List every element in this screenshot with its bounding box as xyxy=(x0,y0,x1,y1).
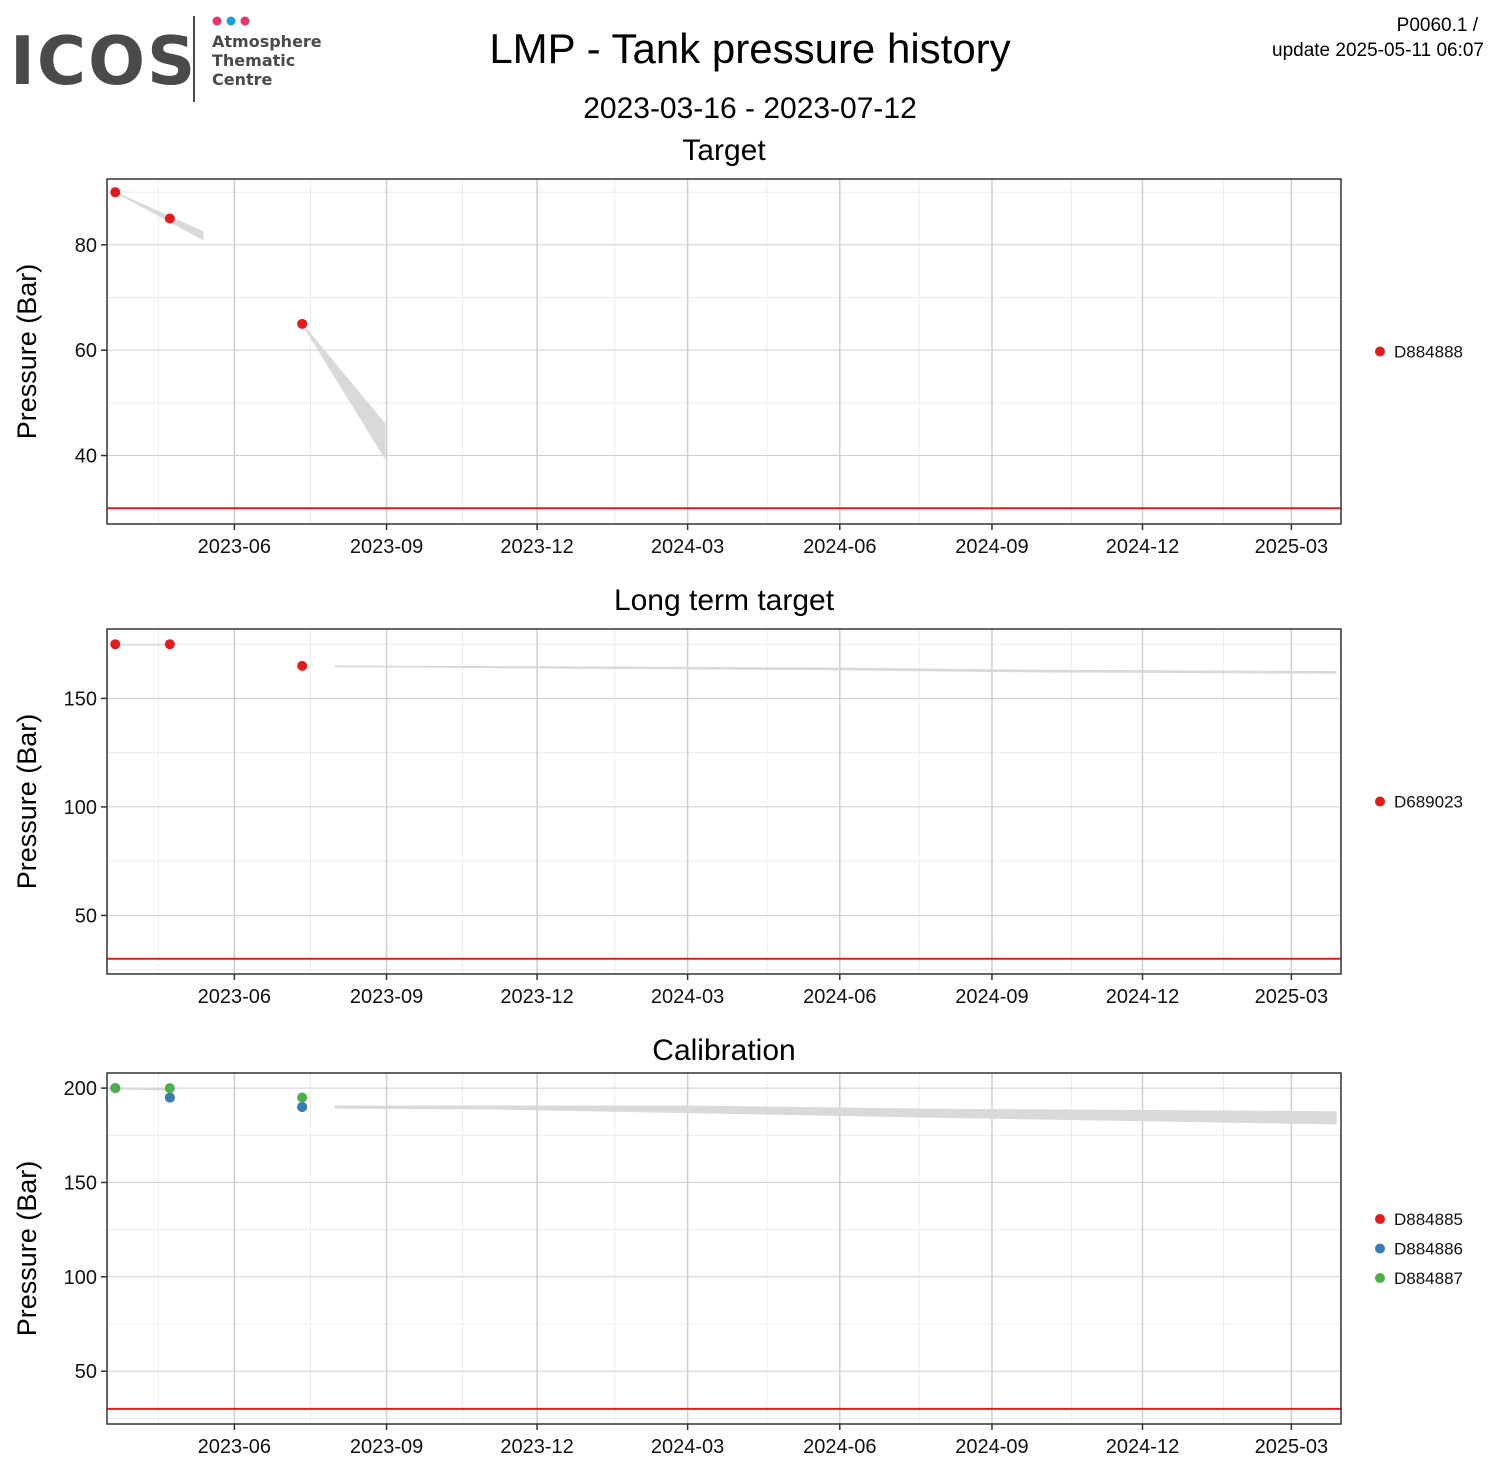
forecast-ribbon xyxy=(334,665,1337,674)
legend-swatch-d884886 xyxy=(1375,1243,1385,1254)
data-point-d689023 xyxy=(164,639,175,650)
y-tick-label: 150 xyxy=(64,1172,97,1194)
x-tick-label: 2024-03 xyxy=(651,536,724,558)
figure-subtitle: 2023-03-16 - 2023-07-12 xyxy=(583,92,917,125)
data-point-d884887 xyxy=(110,1083,121,1094)
y-tick-label: 50 xyxy=(75,1361,97,1383)
legend-label-d689023: D689023 xyxy=(1394,793,1463,812)
x-tick-label: 2023-06 xyxy=(198,986,271,1008)
y-tick-label: 200 xyxy=(64,1078,97,1100)
forecast-ribbon xyxy=(115,191,204,241)
chart-panels: Target 2023-06 2023-09 2023-12 2024-03 2024-0… xyxy=(12,134,1463,1458)
legend-label-d884888: D884888 xyxy=(1394,343,1463,362)
data-point-d884888 xyxy=(297,318,308,329)
logo-line-atmosphere: Atmosphere xyxy=(212,32,322,51)
x-tick-label: 2024-06 xyxy=(803,1436,876,1458)
panel-title-long-term-target: Long term target xyxy=(614,584,835,617)
x-tick-label: 2024-09 xyxy=(955,986,1028,1008)
y-tick-label: 150 xyxy=(64,688,97,710)
data-point-d689023 xyxy=(297,660,308,671)
forecast-ribbon xyxy=(334,1105,1337,1125)
icos-logo: ICOS Atmosphere Thematic Centre xyxy=(10,16,322,102)
panel-border xyxy=(106,1072,1342,1425)
update-timestamp: update 2025-05-11 06:07 xyxy=(1272,40,1484,61)
legend-swatch-d689023 xyxy=(1375,796,1385,807)
y-axis-title: Pressure (Bar) xyxy=(12,264,42,440)
y-tick-label: 50 xyxy=(75,905,97,927)
x-tick-label: 2024-12 xyxy=(1106,986,1179,1008)
x-tick-label: 2023-12 xyxy=(500,986,573,1008)
panel-border xyxy=(106,178,1342,525)
data-point-d884886 xyxy=(164,1092,175,1103)
forecast-ribbon xyxy=(114,643,166,646)
x-tick-label: 2024-03 xyxy=(651,986,724,1008)
x-tick-label: 2025-03 xyxy=(1255,1436,1328,1458)
x-tick-label: 2023-06 xyxy=(198,536,271,558)
panel-title-calibration: Calibration xyxy=(652,1034,795,1067)
x-tick-label: 2023-09 xyxy=(350,1436,423,1458)
x-tick-label: 2024-12 xyxy=(1106,1436,1179,1458)
panel-title-target: Target xyxy=(682,134,766,167)
panel-border xyxy=(106,628,1342,975)
x-tick-label: 2025-03 xyxy=(1255,986,1328,1008)
x-tick-label: 2023-06 xyxy=(198,1436,271,1458)
x-tick-label: 2024-06 xyxy=(803,986,876,1008)
logo-line-centre: Centre xyxy=(212,70,273,89)
y-tick-label: 100 xyxy=(64,1267,97,1289)
panel-target: Target 2023-06 2023-09 2023-12 2024-03 2024-0… xyxy=(12,134,1463,558)
y-tick-label: 100 xyxy=(64,797,97,819)
x-tick-label: 2024-09 xyxy=(955,1436,1028,1458)
logo-wordmark: ICOS xyxy=(10,22,197,100)
panel-long-term-target: Long term target 2023-06 2023-09 2023-12 202… xyxy=(12,584,1463,1008)
x-tick-label: 2023-09 xyxy=(350,536,423,558)
y-tick-label: 60 xyxy=(75,340,97,362)
logo-line-thematic: Thematic xyxy=(212,51,295,70)
x-tick-label: 2024-06 xyxy=(803,536,876,558)
legend-label-d884885: D884885 xyxy=(1394,1210,1463,1229)
y-axis-title: Pressure (Bar) xyxy=(12,1161,42,1337)
legend-label-d884886: D884886 xyxy=(1394,1240,1463,1259)
forecast-ribbon xyxy=(301,323,386,460)
logo-dot-1 xyxy=(212,16,222,26)
data-point-d884888 xyxy=(164,213,175,224)
data-point-d884887 xyxy=(297,1092,308,1103)
data-point-d884886 xyxy=(297,1101,308,1112)
x-tick-label: 2023-09 xyxy=(350,986,423,1008)
legend-swatch-d884887 xyxy=(1375,1273,1385,1283)
legend-swatch-d884888 xyxy=(1375,346,1385,357)
plot-reference: P0060.1 / xyxy=(1397,15,1479,36)
y-axis-title: Pressure (Bar) xyxy=(12,714,42,890)
x-tick-label: 2023-12 xyxy=(500,536,573,558)
x-tick-label: 2024-09 xyxy=(955,536,1028,558)
legend-label-d884887: D884887 xyxy=(1394,1269,1463,1288)
x-tick-label: 2024-12 xyxy=(1106,536,1179,558)
data-point-d689023 xyxy=(110,639,121,650)
y-tick-label: 80 xyxy=(75,235,97,257)
figure-title: LMP - Tank pressure history xyxy=(489,25,1010,72)
x-tick-label: 2025-03 xyxy=(1255,536,1328,558)
data-point-d884888 xyxy=(110,187,121,198)
legend-swatch-d884885 xyxy=(1375,1214,1385,1224)
x-tick-label: 2023-12 xyxy=(500,1436,573,1458)
x-tick-label: 2024-03 xyxy=(651,1436,724,1458)
logo-dot-3 xyxy=(240,16,250,26)
y-tick-label: 40 xyxy=(75,446,97,468)
panel-calibration: Calibration 2023-06 2023-09 2023-12 2024-03 2… xyxy=(12,1034,1463,1458)
data-point-d884887 xyxy=(164,1083,175,1094)
logo-dot-2 xyxy=(226,16,236,26)
